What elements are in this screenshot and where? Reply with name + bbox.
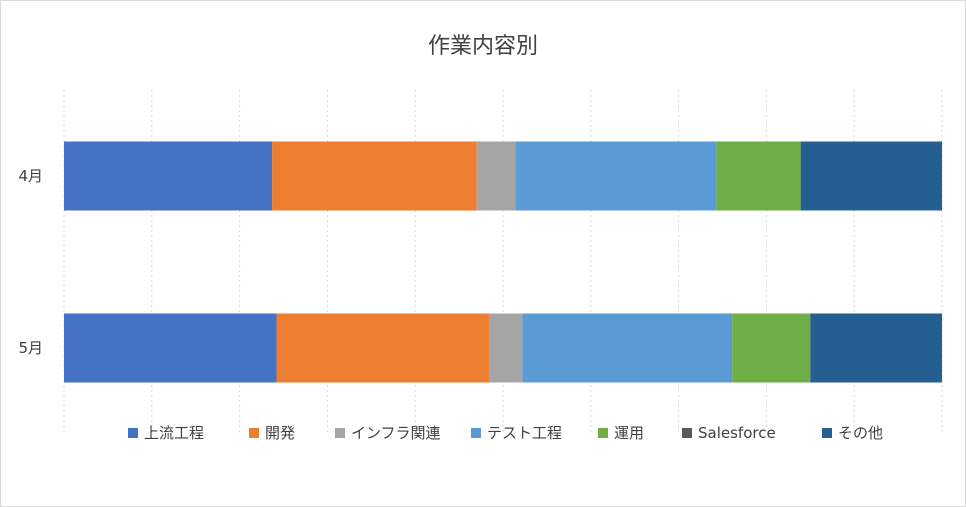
bar-segment	[732, 313, 811, 383]
legend-swatch	[335, 428, 345, 438]
bars	[64, 141, 942, 383]
legend-swatch	[471, 428, 481, 438]
bar-segment	[64, 141, 273, 211]
bar-segment	[276, 313, 489, 383]
bar-segment	[488, 313, 523, 383]
bar-segment	[810, 313, 942, 383]
bar-segment	[272, 141, 477, 211]
legend-label: インフラ関連	[351, 424, 441, 442]
legend-label: その他	[838, 424, 883, 442]
legend-label: 上流工程	[144, 424, 204, 442]
legend-swatch	[822, 428, 832, 438]
legend-label: テスト工程	[487, 424, 562, 442]
bar-segment	[800, 141, 942, 211]
legend-label: Salesforce	[698, 424, 776, 442]
bar-segment	[716, 141, 801, 211]
bar-segment	[515, 141, 717, 211]
legend: 上流工程 開発 インフラ関連 テスト工程 運用 Salesforce その他	[128, 424, 883, 442]
legend-swatch	[128, 428, 138, 438]
legend-swatch	[249, 428, 259, 438]
category-label: 5月	[18, 339, 43, 357]
chart-title: 作業内容別	[428, 34, 538, 59]
bar-segment	[64, 313, 277, 383]
category-axis: 4月 5月	[18, 167, 43, 357]
bar-segment	[476, 141, 516, 211]
legend-swatch	[598, 428, 608, 438]
legend-label: 運用	[614, 424, 644, 442]
legend-label: 開発	[265, 424, 295, 442]
bar-segment	[522, 313, 733, 383]
legend-swatch	[682, 428, 692, 438]
category-label: 4月	[18, 167, 43, 185]
